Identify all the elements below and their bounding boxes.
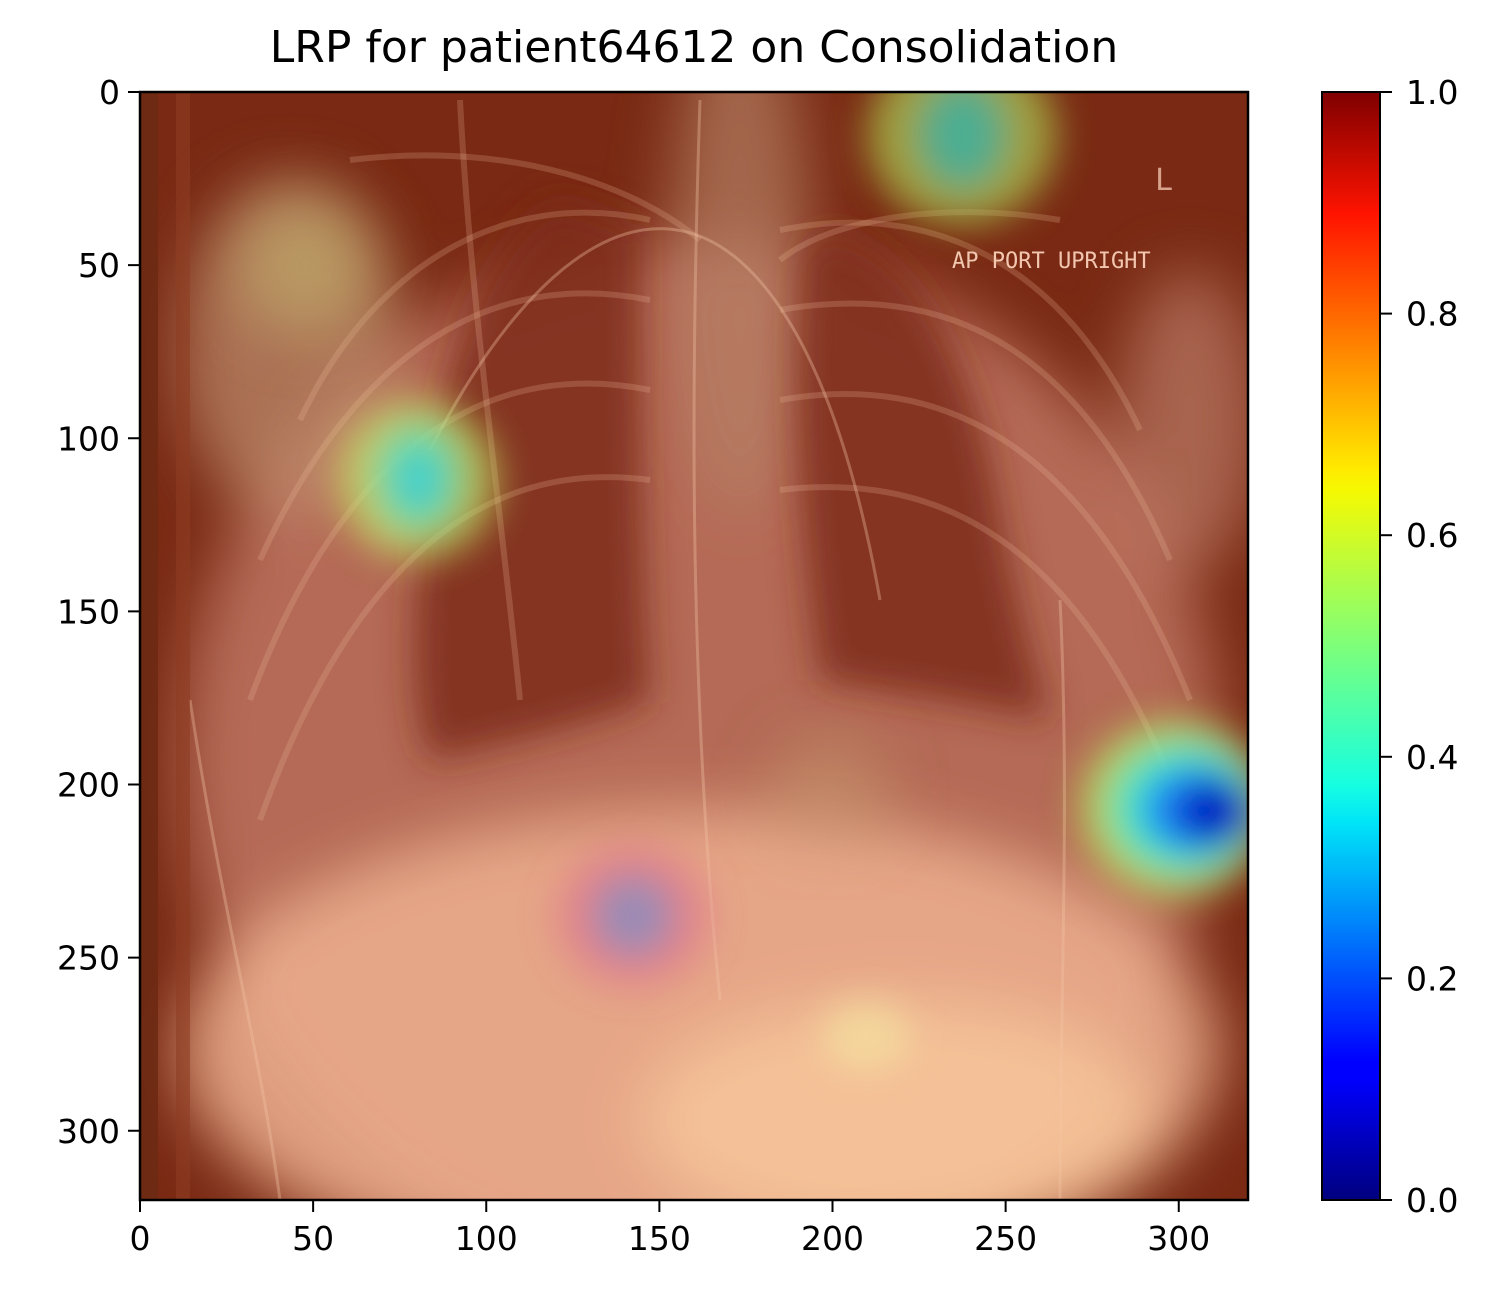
colorbar-tick-label: 0.2: [1406, 959, 1458, 998]
colorbar-tick-label: 0.6: [1406, 516, 1458, 555]
heatmap-plot-area: AP PORT UPRIGHT L: [140, 92, 1248, 1200]
colorbar-tick-label: 1.0: [1406, 73, 1458, 112]
y-tick-label: 50: [78, 246, 120, 285]
x-tick-label: 250: [974, 1219, 1037, 1258]
image-marker-text: AP PORT UPRIGHT: [952, 249, 1151, 274]
x-axis: 0 50 100 150 200 250 300: [130, 1200, 1210, 1258]
x-tick-label: 200: [801, 1219, 864, 1258]
x-tick-label: 150: [628, 1219, 691, 1258]
colorbar-frame: [1321, 91, 1381, 1201]
x-tick-label: 50: [292, 1219, 334, 1258]
y-tick-label: 0: [99, 73, 120, 112]
y-tick-label: 100: [57, 419, 120, 458]
colorbar-axis: 0.0 0.2 0.4 0.6 0.8 1.0: [1380, 73, 1458, 1220]
colorbar-tick-label: 0.8: [1406, 295, 1458, 334]
relevance-overlay: [236, 92, 1248, 1070]
y-tick-label: 250: [57, 939, 120, 978]
chart-title: LRP for patient64612 on Consolidation: [269, 22, 1119, 73]
y-axis: 0 50 100 150 200 250 300: [57, 73, 140, 1151]
x-tick-label: 300: [1147, 1219, 1210, 1258]
colorbar: [1322, 92, 1380, 1200]
y-tick-label: 150: [57, 592, 120, 631]
xray-lines: [188, 99, 1066, 1200]
xray-lungs: [414, 200, 1050, 760]
colorbar-tick-label: 0.0: [1406, 1181, 1458, 1220]
y-tick-label: 300: [57, 1112, 120, 1151]
axes-frame: [138, 90, 1250, 1202]
image-edge-band-2: [176, 92, 190, 1200]
image-marker-letter: L: [1155, 163, 1173, 198]
image-edge-band: [140, 92, 158, 1200]
x-tick-label: 0: [130, 1219, 151, 1258]
colorbar-tick-label: 0.4: [1406, 738, 1458, 777]
y-tick-label: 200: [57, 766, 120, 805]
x-tick-label: 100: [455, 1219, 518, 1258]
